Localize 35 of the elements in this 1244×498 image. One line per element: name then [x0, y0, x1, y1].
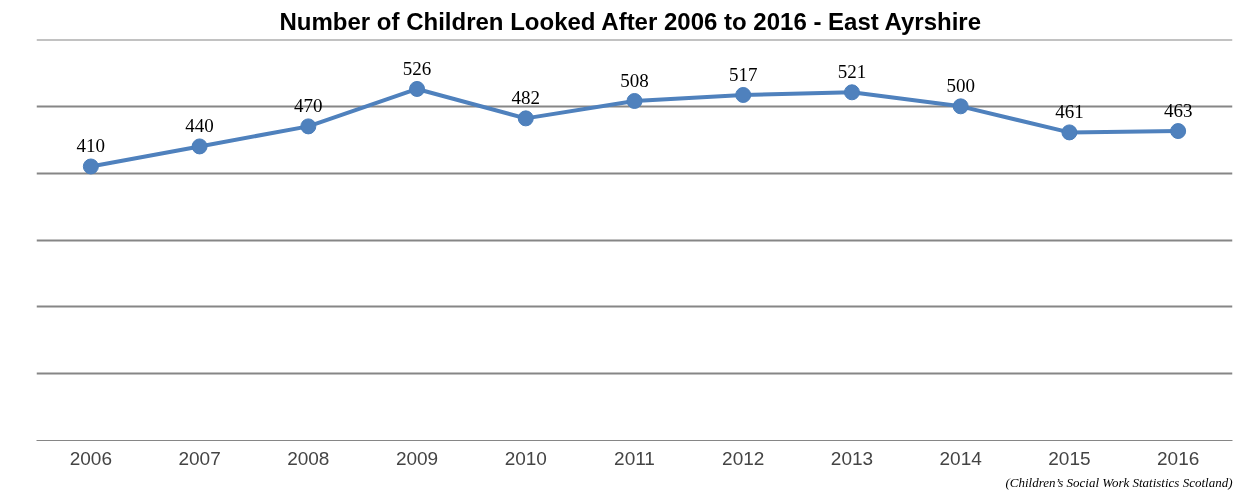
- point: [300, 118, 317, 135]
- point: [952, 98, 969, 115]
- data-label: 500: [946, 75, 975, 97]
- data-label: 526: [402, 57, 432, 79]
- point: [409, 80, 426, 97]
- point: [191, 138, 208, 155]
- data-label: 482: [511, 87, 541, 109]
- data-label: 410: [76, 135, 106, 157]
- text: (Children’s Social Work Statistics Scotland): [1005, 474, 1233, 490]
- x-tick-label: 2007: [178, 447, 221, 469]
- point: [1061, 124, 1078, 141]
- point: [735, 86, 752, 103]
- data-label: 463: [1163, 100, 1193, 122]
- point: [843, 84, 860, 101]
- x-tick-label: 2014: [939, 447, 983, 469]
- data-label: 440: [185, 115, 214, 137]
- data-label: 508: [620, 69, 649, 91]
- x-tick-label: 2011: [614, 447, 655, 469]
- point: [517, 110, 534, 127]
- data-label: 470: [294, 95, 323, 117]
- x-tick-label: 2015: [1048, 447, 1091, 469]
- data-label: 461: [1055, 101, 1084, 123]
- point: [626, 93, 643, 109]
- chart-title: Number of Children Looked After 2006 to 2016 - East Ayrshire: [279, 7, 982, 35]
- x-tick-label: 2010: [504, 447, 547, 469]
- x-tick-label: 2016: [1157, 447, 1200, 469]
- point: [1170, 123, 1187, 140]
- x-tick-label: 2009: [395, 447, 439, 469]
- x-tick-label: 2008: [287, 447, 330, 469]
- x-tick-label: 2012: [722, 447, 765, 469]
- data-label: 517: [728, 63, 758, 85]
- point: [82, 158, 99, 175]
- data-label: 521: [837, 61, 867, 83]
- x-tick-label: 2013: [830, 447, 874, 469]
- x-tick-label: 2006: [69, 447, 113, 469]
